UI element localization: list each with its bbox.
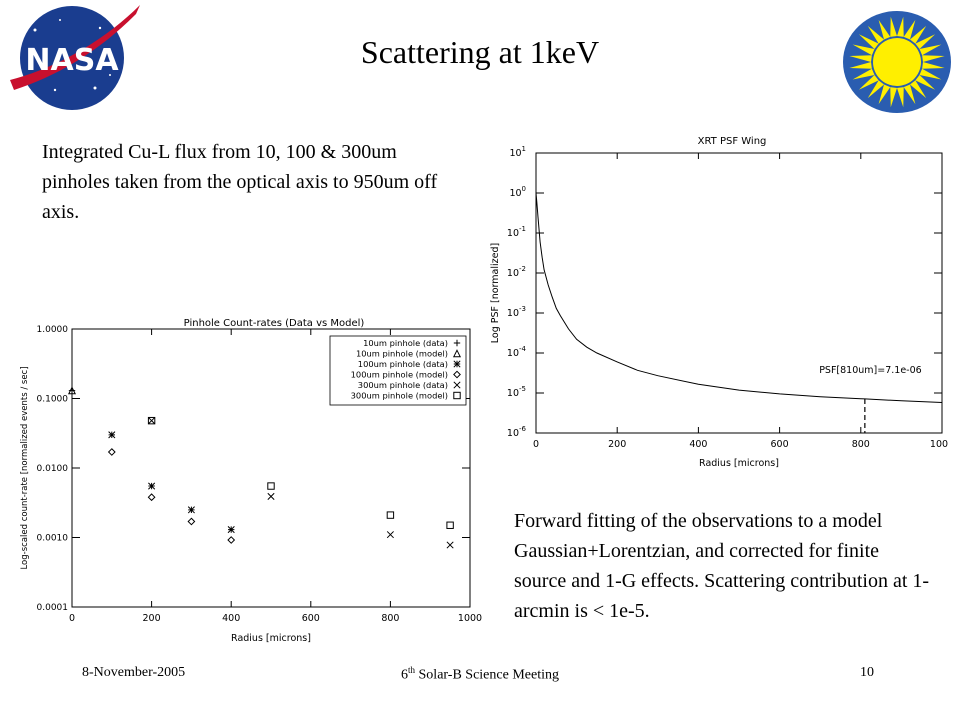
pinhole-point-x bbox=[386, 531, 394, 539]
psf-series-line bbox=[535, 192, 943, 403]
pinhole-x-tick-label: 800 bbox=[381, 613, 399, 624]
pinhole-legend-label: 300um pinhole (model) bbox=[351, 391, 448, 401]
pinhole-x-label: Radius [microns] bbox=[231, 633, 311, 644]
psf-x-tick-label: 600 bbox=[771, 439, 789, 450]
pinhole-point-x bbox=[148, 417, 156, 425]
pinhole-point-asterisk bbox=[187, 506, 195, 514]
pinhole-legend-marker-diamond bbox=[453, 370, 461, 379]
pinhole-legend-marker-plus bbox=[453, 339, 461, 347]
psf-x-tick-label: 1000 bbox=[930, 439, 948, 450]
pinhole-chart: Pinhole Count-rates (Data vs Model) 0 200… bbox=[14, 308, 482, 648]
psf-x-label: Radius [microns] bbox=[699, 458, 779, 468]
pinhole-x-tick-label: 200 bbox=[143, 613, 161, 624]
psf-y-tick-label: 10-1 bbox=[507, 225, 526, 239]
pinhole-point-diamond bbox=[107, 448, 116, 456]
footer-meeting-number: 6 bbox=[401, 667, 408, 683]
psf-y-tick-label: 101 bbox=[509, 145, 526, 159]
pinhole-x-tick-label: 600 bbox=[302, 613, 320, 624]
pinhole-point-asterisk bbox=[108, 431, 116, 439]
pinhole-point-x bbox=[267, 492, 275, 500]
pinhole-y-tick-label: 0.0001 bbox=[37, 603, 69, 613]
pinhole-legend-marker-square bbox=[453, 391, 461, 400]
psf-x-tick-label: 400 bbox=[689, 439, 707, 450]
pinhole-point-diamond bbox=[227, 536, 236, 544]
pinhole-legend: 10um pinhole (data)10um pinhole (model)1… bbox=[329, 335, 467, 406]
psf-x-tick-label: 800 bbox=[852, 439, 870, 450]
psf-y-tick-label: 10-6 bbox=[507, 425, 527, 439]
pinhole-point-asterisk bbox=[148, 482, 156, 490]
pinhole-legend-marker-triangle bbox=[452, 349, 462, 358]
pinhole-x-tick-label: 400 bbox=[222, 613, 240, 624]
psf-y-tick-label: 10-4 bbox=[507, 345, 527, 359]
pinhole-chart-title: Pinhole Count-rates (Data vs Model) bbox=[184, 318, 365, 329]
left-description: Integrated Cu-L flux from 10, 100 & 300u… bbox=[42, 141, 438, 223]
slide-title: Scattering at 1keV bbox=[360, 34, 600, 70]
pinhole-point-diamond bbox=[147, 493, 156, 502]
pinhole-legend-label: 100um pinhole (data) bbox=[358, 359, 448, 369]
pinhole-x-tick-label: 0 bbox=[69, 613, 75, 624]
psf-chart: XRT PSF Wing 0 200 400 600 800 1000 101 100 10-… bbox=[486, 128, 954, 469]
pinhole-legend-box bbox=[329, 335, 467, 406]
psf-x-tick-label: 0 bbox=[533, 439, 539, 450]
nasa-logo: NASA bbox=[0, 0, 145, 118]
psf-x-tick-label: 200 bbox=[608, 439, 626, 450]
pinhole-x-tick-label: 1000 bbox=[458, 613, 482, 624]
pinhole-legend-marker-asterisk bbox=[453, 360, 461, 368]
footer-meeting: 6th Solar-B Science Meeting bbox=[350, 665, 610, 684]
footer-date: 8-November-2005 bbox=[82, 665, 186, 680]
pinhole-legend-label: 10um pinhole (model) bbox=[356, 349, 448, 359]
pinhole-point-square bbox=[267, 482, 275, 490]
psf-y-tick-label: 100 bbox=[509, 185, 526, 199]
psf-y-tick-label: 10-2 bbox=[507, 265, 526, 279]
pinhole-y-tick-label: 0.0100 bbox=[37, 464, 69, 474]
pinhole-legend-marker-x bbox=[453, 381, 461, 389]
psf-y-label: Log PSF [normalized] bbox=[490, 243, 501, 343]
pinhole-legend-label: 100um pinhole (model) bbox=[351, 370, 448, 380]
pinhole-legend-label: 300um pinhole (data) bbox=[358, 380, 448, 390]
psf-y-tick-label: 10-5 bbox=[507, 385, 526, 399]
sun-logo bbox=[838, 8, 956, 116]
nasa-logo-text: NASA bbox=[25, 43, 119, 78]
pinhole-point-triangle bbox=[67, 386, 77, 395]
footer-meeting-text: Solar-B Science Meeting bbox=[415, 667, 559, 683]
pinhole-point-diamond bbox=[187, 517, 196, 526]
pinhole-legend-label: 10um pinhole (data) bbox=[363, 338, 448, 348]
pinhole-point-x bbox=[446, 541, 454, 549]
pinhole-point-asterisk bbox=[227, 526, 235, 534]
footer-page-number: 10 bbox=[860, 665, 874, 680]
pinhole-y-tick-label: 1.0000 bbox=[37, 325, 69, 335]
pinhole-y-tick-label: 0.0010 bbox=[37, 534, 69, 544]
psf-y-tick-label: 10-3 bbox=[507, 305, 526, 319]
footer-meeting-suffix: th bbox=[408, 665, 416, 675]
right-description: Forward fitting of the observations to a… bbox=[514, 510, 930, 622]
psf-plot-frame bbox=[535, 152, 943, 434]
psf-annotation: PSF[810um]=7.1e-06 bbox=[819, 365, 921, 376]
pinhole-y-tick-label: 0.1000 bbox=[37, 395, 69, 405]
pinhole-point-square bbox=[147, 416, 156, 425]
psf-chart-title: XRT PSF Wing bbox=[698, 136, 767, 147]
pinhole-point-square bbox=[446, 521, 454, 529]
pinhole-point-square bbox=[386, 511, 395, 519]
pinhole-y-label: Log-scaled count-rate [normalized events… bbox=[20, 366, 30, 569]
